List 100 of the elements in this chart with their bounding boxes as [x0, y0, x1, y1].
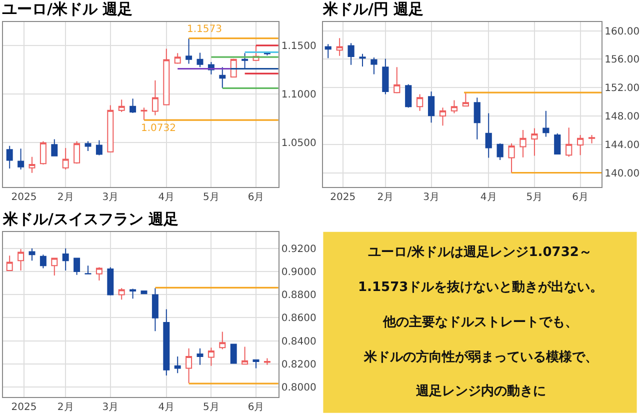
candlestick	[107, 104, 114, 153]
candlestick	[219, 331, 226, 350]
candlestick	[51, 138, 58, 157]
y-tick-label: 1.1500	[281, 40, 316, 52]
text: 他の主要なドルストレートでも、	[382, 314, 578, 330]
candlestick	[6, 145, 13, 170]
annotation: 1.1573	[187, 24, 222, 35]
candlestick	[394, 66, 400, 94]
candlestick	[152, 80, 158, 116]
candlestick	[450, 100, 458, 114]
y-tick-label: 148.00	[604, 111, 640, 122]
candlestick	[219, 66, 226, 88]
candlestick	[416, 94, 424, 112]
x-tick-label: 4月	[158, 402, 175, 413]
chart-title: ユーロ/米ドル 週足	[2, 0, 133, 18]
x-tick-label: 2025	[11, 402, 37, 413]
y-tick-label: 0.9000	[281, 266, 316, 278]
candlestick	[588, 134, 596, 144]
candlestick	[474, 97, 480, 140]
candlestick	[130, 288, 136, 300]
candlestick	[196, 52, 204, 68]
candlestick	[84, 265, 92, 274]
y-tick-label: 156.00	[604, 54, 640, 66]
candlestick	[130, 98, 136, 114]
candlestick	[508, 142, 515, 174]
candlestick	[230, 344, 237, 364]
y-tick-label: 1.0500	[281, 138, 316, 150]
candlestick	[405, 84, 412, 108]
candlestick	[230, 58, 237, 78]
candlestick	[542, 110, 550, 138]
y-tick-label: 144.00	[604, 140, 640, 151]
candlestick	[51, 258, 58, 276]
y-tick-label: 160.00	[604, 26, 640, 38]
candlestick	[520, 130, 526, 158]
candlestick	[118, 99, 125, 112]
x-tick-label: 6月	[248, 402, 264, 413]
candlestick	[107, 266, 114, 296]
candlestick	[428, 91, 435, 124]
candlestick	[18, 248, 24, 272]
candlestick	[359, 53, 366, 68]
candlestick	[28, 248, 36, 262]
candlestick	[577, 134, 584, 156]
y-tick-label: 0.8000	[281, 382, 316, 394]
x-tick-label: 2025	[11, 192, 37, 203]
candlestick	[531, 128, 538, 156]
candlestick	[96, 266, 102, 281]
candlestick	[370, 56, 378, 75]
y-tick-label: 0.9200	[281, 244, 316, 255]
x-tick-label: 4月	[158, 192, 175, 203]
x-tick-label: 3月	[423, 192, 440, 203]
candlestick	[140, 107, 148, 121]
y-tick-label: 0.8400	[281, 336, 316, 348]
y-tick-label: 0.8600	[281, 313, 316, 324]
candlestick	[96, 140, 102, 156]
y-tick-label: 1.1000	[281, 90, 316, 101]
candlestick	[186, 348, 192, 384]
candlestick	[324, 44, 332, 59]
candlestick	[196, 348, 204, 366]
candlestick	[174, 356, 181, 374]
x-tick-label: 2月	[377, 192, 394, 203]
y-tick-label: 140.00	[604, 168, 640, 180]
candlestick	[242, 346, 248, 365]
x-tick-label: 3月	[102, 192, 119, 203]
candlestick	[348, 42, 354, 66]
text: 1.1573ドルを抜けないと動きが出ない。	[358, 280, 604, 295]
candlestick	[174, 52, 181, 64]
x-tick-label: 6月	[248, 192, 264, 203]
candlestick	[74, 140, 80, 164]
candlestick	[28, 156, 36, 174]
x-tick-label: 6月	[572, 192, 588, 203]
x-tick-label: 3月	[102, 402, 119, 413]
x-tick-label: 4月	[480, 192, 497, 203]
candlestick	[62, 248, 69, 272]
text: 週足レンジ内の動きに	[415, 384, 546, 399]
candlestick	[40, 254, 46, 269]
candlestick	[208, 347, 214, 366]
y-tick-label: 152.00	[604, 83, 640, 94]
candlestick	[485, 112, 492, 158]
annotation: 1.0732	[141, 123, 176, 134]
x-tick-label: 5月	[526, 192, 543, 203]
candlestick	[62, 147, 69, 170]
candlestick	[462, 92, 469, 107]
candlestick	[84, 140, 92, 152]
chart-title: 米ドル/円 週足	[322, 0, 424, 18]
x-tick-label: 5月	[203, 402, 220, 413]
candlestick	[336, 38, 343, 56]
x-tick-label: 2月	[57, 192, 74, 203]
x-tick-label: 5月	[203, 192, 220, 203]
text: 米ドルの方向性が弱まっている模様で、	[363, 349, 598, 365]
candlestick	[264, 358, 270, 366]
candlestick	[566, 127, 572, 158]
candlestick	[382, 58, 389, 95]
y-tick-label: 0.8200	[281, 359, 316, 370]
candlestick	[252, 359, 260, 369]
candlestick	[152, 288, 158, 332]
candlestick	[496, 142, 504, 161]
candlestick	[74, 258, 80, 276]
candlestick	[6, 255, 13, 272]
chart-title: 米ドル/スイスフラン 週足	[2, 210, 179, 228]
candlestick	[554, 132, 561, 155]
